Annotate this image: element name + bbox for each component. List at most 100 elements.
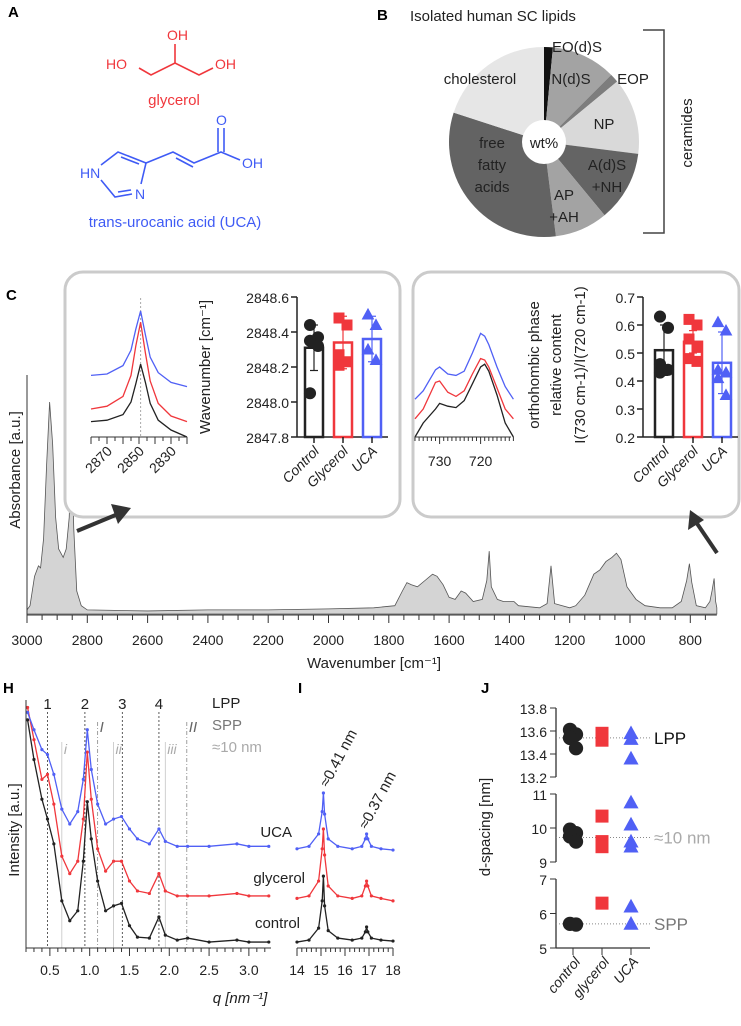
legend-lpp: LPP — [212, 695, 240, 712]
g-point-uca — [711, 315, 725, 328]
i-waxs-point-control — [369, 936, 373, 940]
panel-e-chart: 2847.82848.02848.22848.42848.6ControlGly… — [246, 290, 388, 490]
h-saxs-point-control — [175, 938, 179, 942]
f-tick-label: 720 — [469, 453, 493, 469]
pie-title: Isolated human SC lipids — [410, 8, 576, 25]
j-y-tick-label: 13.8 — [520, 701, 547, 717]
h-saxs-point-control — [185, 936, 190, 940]
h-saxs-point-control — [157, 915, 161, 919]
h-series-label-control: control — [255, 915, 300, 932]
glycerol-ho-left: HO — [106, 56, 127, 72]
e-point-glycerol — [341, 319, 353, 331]
i-waxs-point-control — [326, 929, 330, 933]
arrow-to-f-icon — [694, 520, 719, 555]
arrowhead-f-icon — [688, 510, 704, 530]
h-saxs-point-uca — [104, 822, 108, 826]
pie-label-fatty: fatty — [478, 157, 507, 174]
panel-label-c: C — [6, 287, 17, 304]
j-point-control — [568, 917, 584, 932]
h-saxs-point-control — [147, 936, 151, 940]
g-point-glycerol — [683, 313, 695, 325]
j-y-tick-label: 7 — [539, 872, 547, 888]
h-saxs-point-glycerol — [104, 869, 108, 873]
h-spp-order: I — [100, 719, 104, 736]
h-10nm-order: ii — [116, 741, 123, 757]
uca-structure — [100, 128, 241, 198]
j-y-tick-label: 13.4 — [520, 747, 547, 763]
i-annotation-041: ≈0.41 nm — [317, 727, 361, 790]
spectrum-tick-label: 2600 — [132, 632, 163, 648]
h-saxs-point-glycerol — [157, 872, 161, 876]
h-saxs-point-control — [163, 933, 167, 937]
uca-n: N — [135, 186, 145, 202]
h-saxs-point-uca — [163, 839, 167, 843]
panel-f-chart: 730 720 — [414, 332, 514, 469]
h-saxs-point-control — [52, 842, 56, 846]
f-spectrum-control — [414, 363, 514, 438]
j-reference-label: LPP — [654, 729, 686, 748]
j-reference-label: SPP — [654, 915, 688, 934]
e-point-glycerol — [333, 312, 345, 324]
h-saxs-point-uca — [60, 807, 64, 811]
ceramides-bracket — [643, 29, 665, 234]
i-waxs-point-glycerol — [360, 894, 364, 898]
g-point-uca — [711, 363, 725, 375]
h-saxs-point-control — [60, 899, 64, 903]
h-tick-label: 0.5 — [40, 962, 60, 978]
h-saxs-point-glycerol — [175, 894, 179, 898]
i-waxs-point-glycerol — [321, 827, 325, 831]
arrows — [76, 504, 719, 555]
i-waxs-point-uca — [360, 844, 364, 848]
h-saxs-point-control — [40, 797, 44, 801]
h-y-label: Intensity [a.u.] — [6, 783, 23, 876]
i-waxs-point-glycerol — [369, 894, 373, 898]
h-saxs-point-control — [68, 919, 72, 923]
h-saxs-point-uca — [247, 844, 251, 848]
h-saxs-uca — [26, 712, 269, 847]
spectrum-area — [26, 401, 718, 615]
i-waxs-point-glycerol — [323, 853, 327, 857]
spectrum-tick-label: 1800 — [373, 632, 404, 648]
h-saxs-point-uca — [68, 822, 72, 826]
legend-spp: SPP — [212, 717, 242, 734]
h-saxs-point-uca — [235, 842, 239, 846]
panel-label-b: B — [377, 7, 388, 24]
h-saxs-point-uca — [157, 827, 161, 831]
e-y-tick-label: 2848.2 — [246, 360, 289, 376]
i-waxs-point-control — [307, 938, 311, 942]
h-saxs-point-uca — [111, 817, 116, 821]
i-waxs-point-glycerol — [350, 896, 354, 901]
h-saxs-point-glycerol — [147, 891, 151, 896]
i-waxs-point-control — [323, 904, 327, 908]
h-saxs-point-uca — [32, 728, 36, 732]
pie-label-free: free — [479, 135, 505, 152]
d-spectrum-control — [90, 364, 188, 438]
g-point-control — [653, 366, 667, 379]
i-waxs-point-glycerol — [391, 899, 395, 903]
panel-label-i: I — [298, 680, 302, 697]
j-point-glycerol — [595, 733, 609, 747]
h-saxs-point-uca — [185, 844, 190, 848]
g-y-label-3: I(730 cm-1)/I(720 cm-1) — [572, 286, 589, 444]
glycerol-oh-top: OH — [167, 27, 188, 43]
panel-label-h: H — [3, 680, 14, 697]
h-saxs-control — [26, 719, 269, 943]
h-saxs-point-uca — [45, 752, 50, 757]
h-saxs-point-uca — [85, 728, 89, 732]
g-y-tick-label: 0.5 — [616, 346, 636, 362]
i-waxs-glycerol — [296, 828, 394, 902]
h-saxs-point-glycerol — [127, 879, 132, 883]
j-point-uca — [623, 898, 639, 913]
j-point-glycerol — [595, 840, 609, 854]
spectrum-tick-label: 1200 — [554, 632, 585, 648]
i-tick-label: 17 — [361, 962, 377, 978]
h-x-label: q [nm⁻¹] — [213, 990, 268, 1007]
h-saxs-point-glycerol — [45, 772, 50, 777]
pie-slice-5 — [544, 142, 605, 237]
i-waxs-point-glycerol — [295, 896, 299, 901]
g-y-tick-label: 0.4 — [616, 374, 636, 390]
j-point-uca — [623, 816, 639, 831]
h-saxs-point-control — [89, 837, 93, 841]
